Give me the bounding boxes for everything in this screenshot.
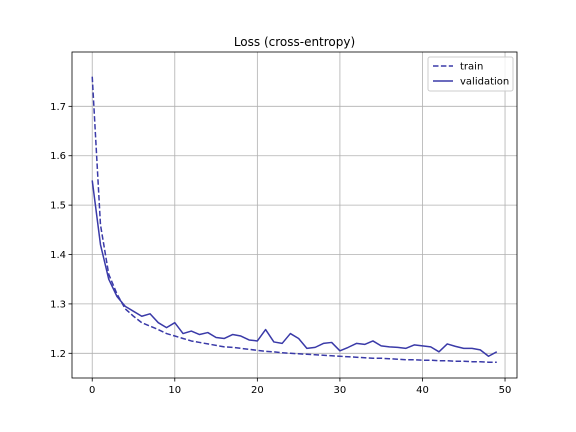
y-tick-label: 1.7 xyxy=(50,102,66,113)
y-tick-label: 1.6 xyxy=(50,151,66,162)
series-layer xyxy=(91,76,498,363)
x-tick-label: 0 xyxy=(89,385,95,396)
y-tick-label: 1.4 xyxy=(50,250,66,261)
x-tick-label: 40 xyxy=(416,385,429,396)
x-tick-label: 10 xyxy=(168,385,181,396)
x-tick-label: 30 xyxy=(334,385,347,396)
legend-label-train: train xyxy=(460,62,483,73)
x-axis: 0 10 20 30 40 50 xyxy=(89,378,511,396)
x-tick-label: 50 xyxy=(499,385,512,396)
y-tick-label: 1.3 xyxy=(50,299,66,310)
y-axis: 1.2 1.3 1.4 1.5 1.6 1.7 xyxy=(50,102,72,360)
plot-frame xyxy=(71,51,518,379)
y-tick-label: 1.2 xyxy=(50,349,66,360)
series-line-validation xyxy=(91,180,498,358)
x-tick-label: 20 xyxy=(251,385,264,396)
grid-lines xyxy=(72,52,517,378)
y-tick-label: 1.5 xyxy=(50,201,66,212)
legend: train validation xyxy=(427,56,514,92)
chart-title: Loss (cross-entropy) xyxy=(234,35,355,49)
legend-label-validation: validation xyxy=(460,77,509,88)
series-line-train xyxy=(91,76,497,363)
